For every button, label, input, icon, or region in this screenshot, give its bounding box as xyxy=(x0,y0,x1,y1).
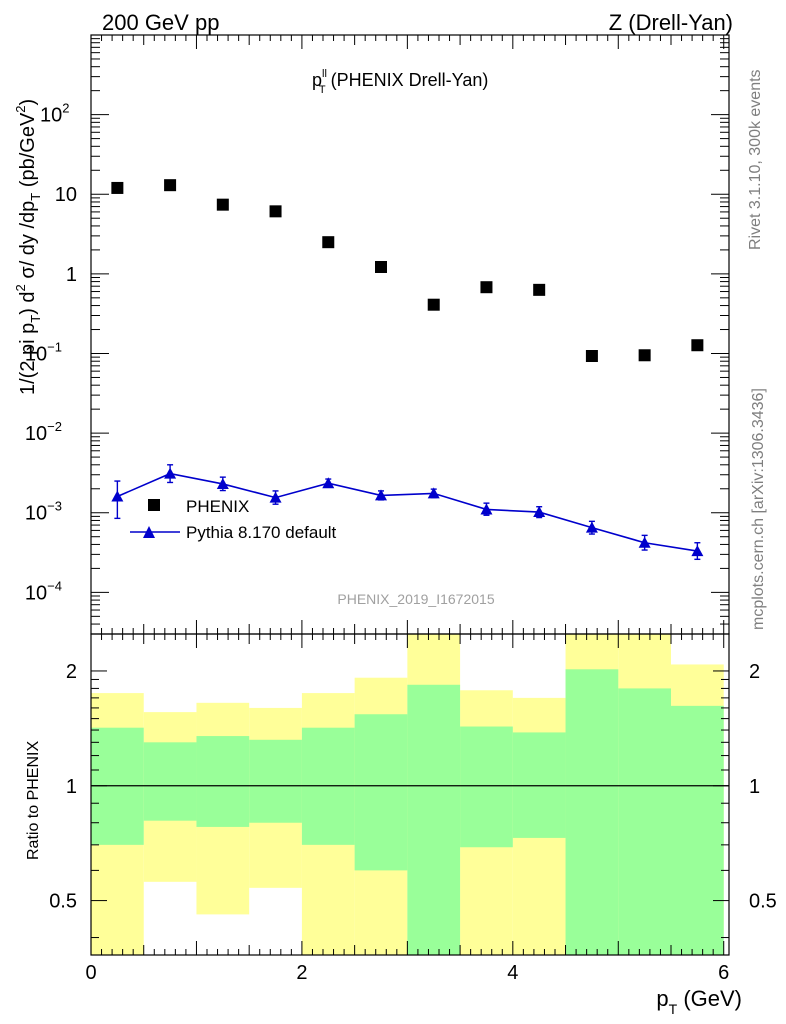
main-ytick-label: 10−4 xyxy=(25,578,62,604)
phenix-point xyxy=(480,281,493,294)
ratio-ytick-label-right: 0.5 xyxy=(749,891,777,913)
phenix-point xyxy=(375,260,387,273)
header-left: 200 GeV pp xyxy=(102,10,219,35)
ratio-ytick-label-right: 1 xyxy=(749,776,760,798)
main-frame xyxy=(90,34,730,635)
ratio-ytick-label-left: 0.5 xyxy=(49,891,77,913)
phenix-point xyxy=(216,198,229,211)
source-text: mcplots.cern.ch [arXiv:1306.3436] xyxy=(750,388,767,630)
xlabel: pT (GeV) xyxy=(656,986,742,1017)
ratio-ytick-label-left: 1 xyxy=(66,776,77,798)
main-ytick-label: 10 xyxy=(55,184,77,206)
ylabel-bottom: Ratio to PHENIX xyxy=(25,741,42,860)
phenix-point xyxy=(533,283,546,296)
pythia-point xyxy=(585,521,598,533)
phenix-point xyxy=(691,339,704,352)
main-ytick-label: 10−2 xyxy=(25,419,62,445)
main-ytick-label: 10−1 xyxy=(25,339,62,365)
legend-label-pythia: Pythia 8.170 default xyxy=(186,523,337,542)
pythia-point xyxy=(322,477,335,489)
phenix-point xyxy=(111,181,124,194)
pythia-point xyxy=(691,545,704,557)
ratio-band-inner-bin-3 xyxy=(249,739,302,823)
pythia-line xyxy=(117,472,698,552)
pythia-point xyxy=(427,487,440,499)
pythia-point xyxy=(216,477,229,489)
phenix-point xyxy=(164,179,177,192)
pythia-point xyxy=(638,536,651,548)
main-ytick-label: 10−3 xyxy=(25,499,62,525)
ratio-band-inner-bin-10 xyxy=(618,688,671,955)
mc-series xyxy=(111,464,704,561)
legend-marker-pythia xyxy=(143,526,155,538)
ratio-ytick-label-left: 2 xyxy=(66,661,77,683)
plot-title: pll T (PHENIX Drell-Yan) xyxy=(312,68,488,96)
ratio-bands xyxy=(91,634,724,955)
phenix-point xyxy=(638,349,651,362)
xtick-label: 6 xyxy=(718,962,729,984)
main-ytick-label: 102 xyxy=(40,101,69,127)
xtick-label: 2 xyxy=(296,962,307,984)
plot-title-rest: (PHENIX Drell-Yan) xyxy=(326,70,489,90)
phenix-point xyxy=(322,236,335,249)
xtick-label: 0 xyxy=(85,962,96,984)
ylabel-top: 1/(2 pi pT) d2 σ/ dy /dpT (pb/GeV2) xyxy=(13,99,43,395)
main-axes: 10−4 10−3 10−2 10−1 1 10 102 xyxy=(25,34,730,635)
legend-label-phenix: PHENIX xyxy=(186,497,249,516)
plot-title-main: p xyxy=(312,70,322,90)
ratio-ytick-label-right: 2 xyxy=(749,661,760,683)
phenix-point xyxy=(269,205,282,218)
legend-marker-phenix xyxy=(148,499,160,511)
legend: PHENIX Pythia 8.170 default xyxy=(130,497,337,542)
pythia-point xyxy=(480,503,493,515)
ratio-band-inner-bin-7 xyxy=(460,726,513,848)
ratio-band-inner-bin-11 xyxy=(671,705,724,955)
pythia-point xyxy=(533,506,546,518)
pythia-point xyxy=(111,490,124,502)
phenix-point xyxy=(585,350,598,363)
analysis-id: PHENIX_2019_I1672015 xyxy=(337,591,494,607)
ratio-band-inner-bin-1 xyxy=(143,742,197,821)
main-ytick-label: 1 xyxy=(66,264,77,286)
ratio-band-inner-bin-6 xyxy=(407,684,461,955)
pythia-point xyxy=(269,491,282,503)
ratio-band-inner-bin-5 xyxy=(354,714,408,871)
pythia-point xyxy=(164,467,177,479)
rivet-version-text: Rivet 3.1.10, 300k events xyxy=(747,69,764,250)
plot-title-sup: ll xyxy=(322,68,327,80)
data-series xyxy=(111,179,704,363)
plot-title-sub: T xyxy=(319,84,326,96)
pythia-point xyxy=(375,489,387,501)
phenix-point xyxy=(427,298,440,311)
ratio-band-inner-bin-9 xyxy=(565,669,619,955)
ratio-band-inner-bin-2 xyxy=(196,736,250,827)
xtick-label: 4 xyxy=(507,962,518,984)
header-right: Z (Drell-Yan) xyxy=(609,10,733,35)
